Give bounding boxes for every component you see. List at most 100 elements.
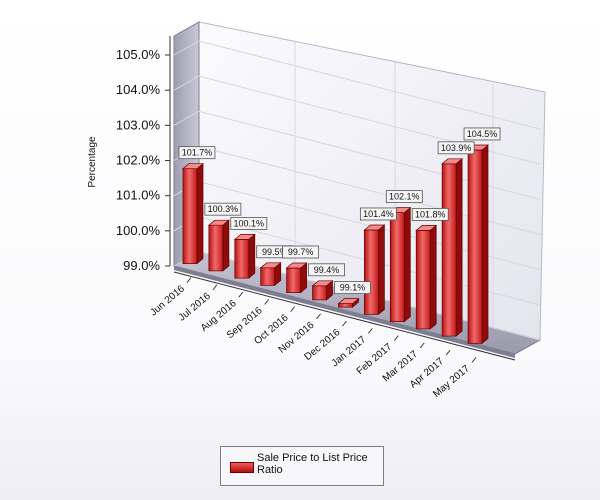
data-label: 99.4% bbox=[308, 263, 345, 277]
bar bbox=[259, 262, 282, 287]
data-label-box bbox=[308, 263, 345, 277]
data-label-box bbox=[359, 207, 397, 221]
bar bbox=[207, 219, 230, 272]
bar-side bbox=[222, 219, 230, 272]
data-label-text: 99.7% bbox=[288, 247, 314, 257]
data-label-text: 101.7% bbox=[182, 148, 213, 158]
data-label-text: 101.4% bbox=[363, 209, 394, 219]
bar-front bbox=[338, 303, 353, 308]
x-axis-line bbox=[173, 271, 516, 361]
x-tick bbox=[471, 357, 477, 363]
bar-side bbox=[248, 233, 256, 279]
x-tick bbox=[316, 313, 321, 320]
bar bbox=[337, 297, 360, 308]
data-label-box bbox=[230, 217, 268, 230]
data-label: 99.1% bbox=[334, 281, 371, 295]
data-label: 101.4% bbox=[359, 207, 397, 221]
data-label-text: 103.9% bbox=[441, 143, 472, 153]
bar-top bbox=[207, 219, 230, 226]
bar bbox=[467, 144, 489, 345]
bar-front bbox=[415, 230, 431, 330]
bar bbox=[182, 162, 204, 265]
bar-front bbox=[467, 149, 483, 344]
bar-top bbox=[363, 224, 386, 231]
data-label-text: 100.1% bbox=[234, 218, 265, 228]
x-tick bbox=[290, 306, 296, 312]
floor-edge bbox=[174, 266, 515, 358]
bar-side bbox=[403, 206, 411, 323]
data-label-box bbox=[437, 141, 475, 155]
data-label-box bbox=[411, 208, 449, 221]
bar bbox=[285, 262, 308, 294]
data-label-text: 101.8% bbox=[415, 209, 446, 219]
data-label: 99.7% bbox=[282, 245, 320, 259]
data-label: 101.8% bbox=[411, 208, 449, 221]
gridline-side bbox=[173, 40, 200, 56]
data-label: 104.5% bbox=[463, 127, 501, 141]
y-tick-label: 105.0% bbox=[116, 47, 161, 62]
data-label-box bbox=[178, 146, 216, 160]
data-label-text: 99.4% bbox=[314, 265, 340, 275]
bar-front bbox=[364, 229, 379, 315]
bar-top bbox=[441, 158, 464, 165]
bar-front bbox=[182, 168, 198, 264]
x-tick bbox=[393, 335, 399, 341]
data-label-box bbox=[204, 202, 242, 216]
gridline-back bbox=[198, 40, 541, 130]
bar-front bbox=[234, 239, 250, 279]
data-label: 101.7% bbox=[178, 146, 216, 160]
y-tick-label: 100.0% bbox=[116, 223, 161, 238]
bar-side bbox=[481, 144, 489, 345]
y-axis-title: Percentage bbox=[87, 136, 98, 188]
x-tick bbox=[342, 320, 347, 327]
bar-side bbox=[378, 224, 385, 316]
y-tick-label: 99.0% bbox=[123, 258, 160, 273]
bar-front bbox=[286, 267, 301, 293]
data-label-box bbox=[463, 127, 501, 141]
bar-side bbox=[455, 158, 463, 337]
y-tick-label: 104.0% bbox=[116, 82, 161, 97]
bar-series bbox=[182, 144, 489, 345]
bar-front bbox=[260, 267, 276, 286]
bar bbox=[233, 233, 256, 279]
gridline-side bbox=[173, 75, 200, 91]
data-label-text: 99.5% bbox=[262, 247, 288, 257]
bar-top bbox=[233, 234, 256, 240]
bar-top bbox=[182, 163, 204, 170]
bar bbox=[415, 224, 438, 330]
data-label: 103.9% bbox=[437, 141, 475, 155]
bar-side bbox=[429, 224, 437, 330]
bar-top bbox=[311, 280, 334, 287]
y-axis: 105.0% 104.0% 103.0% 102.0% 101.0% 100.0% 99.0… bbox=[116, 36, 171, 273]
legend: Sale Price to List Price Ratio bbox=[220, 446, 384, 486]
bar-front bbox=[441, 163, 457, 337]
x-tick bbox=[264, 299, 270, 305]
bar-front bbox=[389, 212, 405, 322]
bar bbox=[363, 224, 386, 316]
data-label-text: 100.3% bbox=[208, 204, 239, 214]
y-tick-label: 101.0% bbox=[116, 188, 161, 203]
legend-swatch bbox=[230, 462, 254, 473]
x-tick bbox=[238, 291, 244, 298]
bar-top bbox=[337, 298, 360, 304]
x-tick bbox=[367, 328, 373, 334]
data-label-text: 104.5% bbox=[467, 129, 498, 139]
data-label-text: 102.1% bbox=[389, 192, 420, 202]
y-tick-label: 102.0% bbox=[116, 153, 161, 168]
x-tick bbox=[445, 349, 451, 356]
bar-side bbox=[196, 162, 204, 265]
x-tick bbox=[186, 277, 192, 283]
data-label: 100.1% bbox=[230, 217, 268, 230]
data-label-box bbox=[334, 281, 371, 295]
data-label-box bbox=[282, 245, 320, 259]
y-tick-label: 103.0% bbox=[116, 117, 161, 132]
x-tick bbox=[419, 342, 425, 349]
legend-label: Sale Price to List Price Ratio bbox=[257, 452, 368, 476]
data-label: 100.3% bbox=[204, 202, 242, 216]
bar-top bbox=[285, 262, 308, 269]
bar-top bbox=[259, 262, 282, 269]
bar bbox=[311, 280, 334, 301]
data-label-box bbox=[385, 190, 423, 204]
